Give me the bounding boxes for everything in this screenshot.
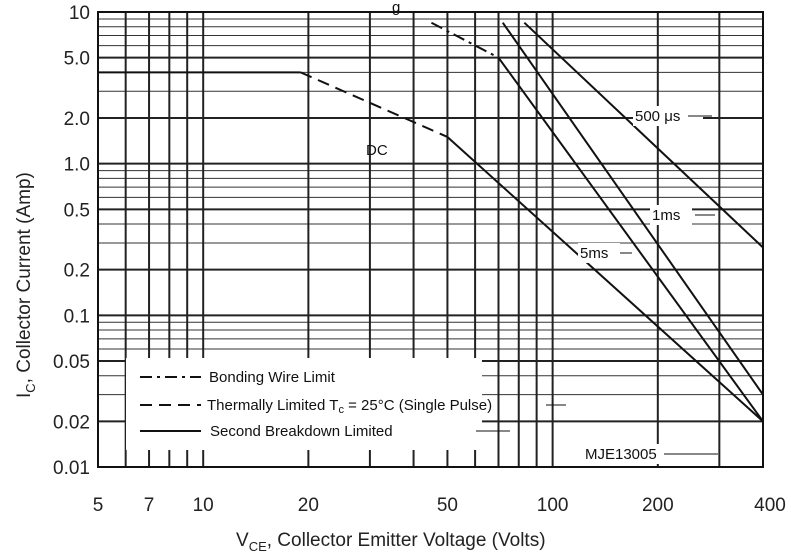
x-tick-label-7: 400: [754, 495, 786, 516]
x-axis-label: VCE, Collector Emitter Voltage (Volts): [236, 530, 546, 554]
part-number-label: MJE13005: [585, 446, 657, 463]
x-tick-label-2: 10: [193, 495, 214, 516]
label-bg-500us: [633, 106, 703, 126]
curve-500s-seg-0: [523, 21, 764, 249]
y-tick-labels: 10 5.0 2.0 1.0 0.5 0.2 0.1 0.05 0.02 0.01: [53, 3, 90, 479]
legend-thermal-main: Thermally Limited T: [207, 397, 338, 414]
curve-dc-seg-2: [446, 136, 764, 423]
y-tick-label-7: 0.05: [53, 352, 90, 373]
y-axis-label-main: I: [14, 393, 35, 398]
y-axis-label-rest: , Collector Current (Amp): [14, 172, 35, 383]
x-axis-label-rest: , Collector Emitter Voltage (Volts): [267, 530, 546, 551]
y-tick-label-0: 10: [69, 3, 90, 24]
legend: Bonding Wire Limit Thermally Limited Tc …: [126, 358, 566, 450]
curve-label-dc: DC: [366, 142, 388, 159]
x-axis-label-main: V: [236, 530, 249, 551]
legend-thermal-sub: c: [338, 404, 344, 416]
legend-thermal-rest: = 25°C (Single Pulse): [344, 397, 492, 414]
x-axis-label-sub: CE: [249, 539, 267, 554]
x-tick-label-3: 20: [298, 495, 319, 516]
y-tick-label-8: 0.02: [53, 412, 90, 433]
x-tick-labels: 5 7 10 20 50 100 200 400: [93, 495, 786, 516]
x-tick-label-0: 5: [93, 495, 104, 516]
curve-dc-seg-1: [300, 71, 448, 138]
label-bg-1ms: [650, 205, 692, 225]
y-tick-label-9: 0.01: [53, 458, 90, 479]
label-bg-5ms: [578, 243, 620, 263]
y-tick-label-1: 5.0: [64, 49, 90, 70]
curve-label-500us: 500 μs: [635, 108, 680, 125]
y-tick-label-4: 0.5: [64, 200, 90, 221]
curve-label-1ms: 1ms: [652, 207, 680, 224]
legend-label-second-breakdown: Second Breakdown Limited: [210, 423, 393, 440]
legend-label-bonding: Bonding Wire Limit: [209, 369, 336, 386]
x-tick-label-6: 200: [642, 495, 674, 516]
y-tick-label-5: 0.2: [64, 261, 90, 282]
x-tick-label-1: 7: [144, 495, 155, 516]
curve-label-5ms: 5ms: [580, 245, 608, 262]
y-axis-label: IC, Collector Current (Amp): [14, 172, 38, 398]
y-tick-label-6: 0.1: [64, 306, 90, 327]
curve-5ms-seg-0: [430, 21, 499, 59]
y-tick-label-3: 1.0: [64, 155, 90, 176]
frame: [97, 11, 764, 468]
curve-1ms-seg-0: [501, 22, 764, 396]
y-axis-label-sub: C: [23, 383, 38, 392]
legend-label-thermal: Thermally Limited Tc = 25°C (Single Puls…: [207, 397, 492, 416]
series-curves: [98, 21, 764, 423]
x-tick-label-4: 50: [437, 495, 458, 516]
curve-5ms-seg-1: [497, 57, 764, 422]
plot-frame: [97, 11, 764, 468]
x-tick-label-5: 100: [537, 495, 569, 516]
y-tick-label-2: 2.0: [64, 109, 90, 130]
part-label-bg: [583, 444, 665, 464]
chart-title-fragment: g: [392, 0, 400, 16]
